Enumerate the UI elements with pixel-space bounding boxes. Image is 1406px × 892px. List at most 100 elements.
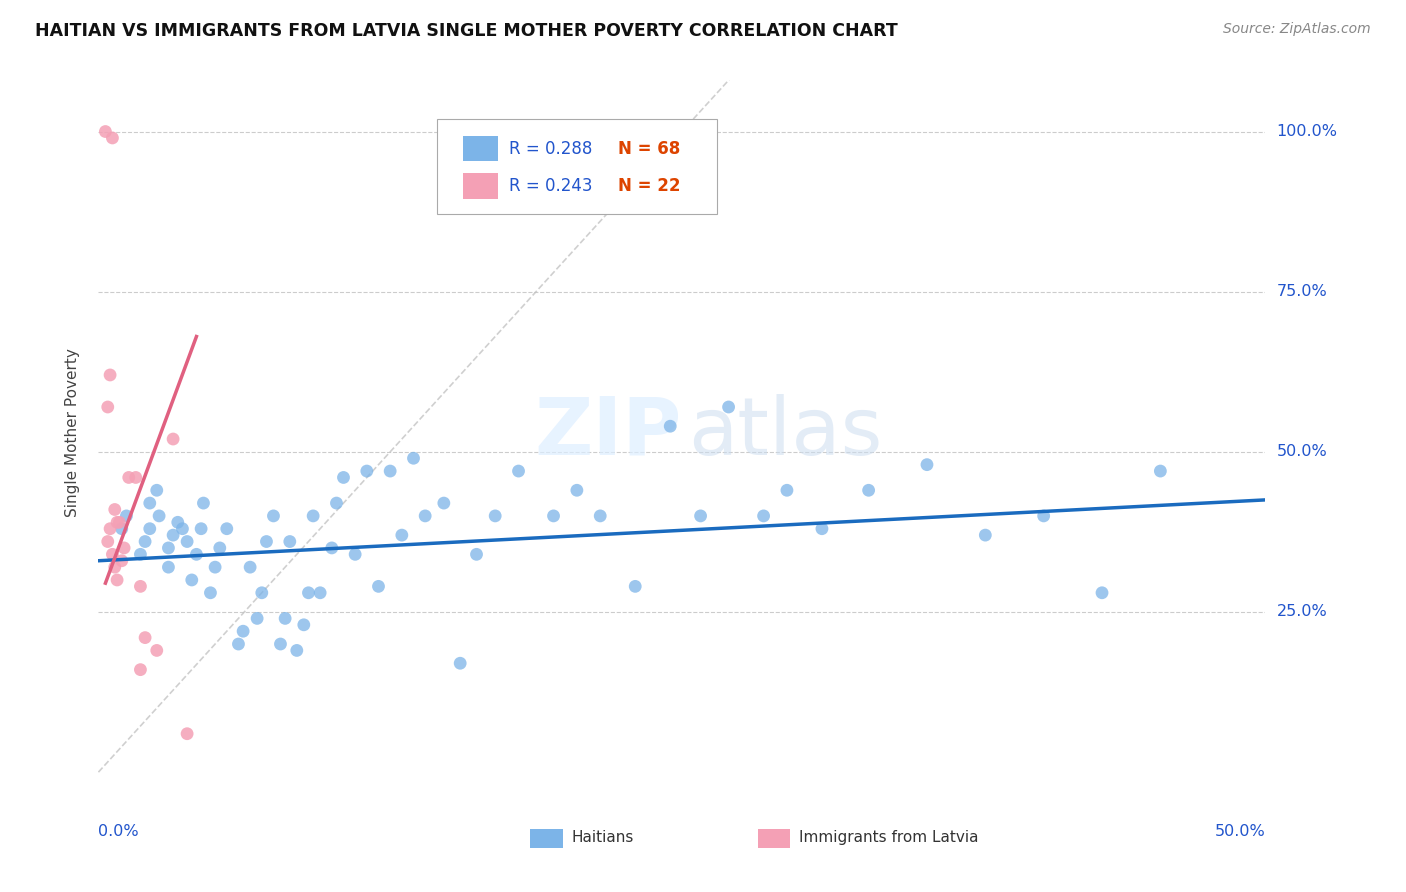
- Text: 100.0%: 100.0%: [1277, 124, 1337, 139]
- Point: [176, 534, 198, 549]
- Text: 50.0%: 50.0%: [1277, 444, 1327, 459]
- Point: [239, 560, 262, 574]
- Point: [134, 534, 156, 549]
- Point: [146, 643, 169, 657]
- Text: 25.0%: 25.0%: [1277, 605, 1327, 619]
- Point: [101, 547, 124, 561]
- Point: [139, 496, 162, 510]
- Point: [413, 508, 436, 523]
- Text: R = 0.288: R = 0.288: [509, 140, 592, 158]
- Point: [98, 522, 121, 536]
- Point: [915, 458, 938, 472]
- Point: [111, 522, 134, 536]
- Point: [139, 522, 162, 536]
- Point: [111, 554, 134, 568]
- Text: 0.0%: 0.0%: [98, 824, 139, 838]
- Point: [97, 534, 120, 549]
- Point: [689, 508, 711, 523]
- Point: [1149, 464, 1171, 478]
- Text: HAITIAN VS IMMIGRANTS FROM LATVIA SINGLE MOTHER POVERTY CORRELATION CHART: HAITIAN VS IMMIGRANTS FROM LATVIA SINGLE…: [35, 22, 898, 40]
- Point: [162, 432, 184, 446]
- Point: [112, 541, 135, 555]
- Text: ZIP: ZIP: [534, 393, 682, 472]
- Point: [325, 496, 347, 510]
- Point: [811, 522, 834, 536]
- Point: [157, 541, 180, 555]
- Point: [232, 624, 254, 639]
- Point: [752, 508, 775, 523]
- Point: [543, 508, 565, 523]
- Point: [285, 643, 308, 657]
- Point: [278, 534, 301, 549]
- Point: [108, 516, 131, 530]
- Text: atlas: atlas: [688, 393, 882, 472]
- Point: [157, 560, 180, 574]
- Point: [321, 541, 343, 555]
- Point: [180, 573, 202, 587]
- Y-axis label: Single Mother Poverty: Single Mother Poverty: [65, 348, 80, 517]
- Point: [146, 483, 169, 498]
- Point: [125, 470, 148, 484]
- Point: [402, 451, 425, 466]
- Point: [166, 516, 188, 530]
- Point: [367, 579, 389, 593]
- Point: [115, 508, 138, 523]
- Text: R = 0.243: R = 0.243: [509, 177, 593, 195]
- Point: [94, 124, 117, 138]
- Point: [105, 573, 128, 587]
- Text: 75.0%: 75.0%: [1277, 285, 1327, 299]
- Point: [129, 663, 152, 677]
- Point: [250, 586, 273, 600]
- Point: [186, 547, 208, 561]
- Point: [204, 560, 226, 574]
- Point: [449, 657, 471, 671]
- Point: [97, 400, 120, 414]
- Point: [176, 727, 198, 741]
- FancyBboxPatch shape: [463, 136, 498, 161]
- Point: [118, 470, 141, 484]
- Point: [565, 483, 588, 498]
- Point: [228, 637, 250, 651]
- Point: [172, 522, 194, 536]
- Point: [246, 611, 269, 625]
- Point: [356, 464, 378, 478]
- Text: Immigrants from Latvia: Immigrants from Latvia: [799, 830, 979, 846]
- Point: [101, 131, 124, 145]
- Point: [148, 508, 170, 523]
- Point: [589, 508, 612, 523]
- Point: [256, 534, 278, 549]
- Point: [208, 541, 231, 555]
- Point: [974, 528, 997, 542]
- Point: [274, 611, 297, 625]
- Point: [215, 522, 238, 536]
- Point: [104, 502, 127, 516]
- FancyBboxPatch shape: [437, 119, 717, 214]
- FancyBboxPatch shape: [758, 829, 790, 848]
- Point: [344, 547, 367, 561]
- Point: [391, 528, 413, 542]
- Point: [717, 400, 740, 414]
- Point: [162, 528, 184, 542]
- Point: [465, 547, 488, 561]
- Point: [98, 368, 121, 382]
- Point: [190, 522, 212, 536]
- Point: [134, 631, 156, 645]
- Point: [1091, 586, 1114, 600]
- Text: Source: ZipAtlas.com: Source: ZipAtlas.com: [1223, 22, 1371, 37]
- Point: [105, 516, 128, 530]
- Point: [193, 496, 215, 510]
- Text: 50.0%: 50.0%: [1215, 824, 1265, 838]
- Point: [1032, 508, 1054, 523]
- Point: [269, 637, 291, 651]
- Point: [484, 508, 506, 523]
- Point: [129, 579, 152, 593]
- Point: [433, 496, 456, 510]
- Point: [508, 464, 530, 478]
- Point: [200, 586, 222, 600]
- Point: [624, 579, 647, 593]
- Text: N = 22: N = 22: [617, 177, 681, 195]
- Point: [104, 560, 127, 574]
- Point: [332, 470, 354, 484]
- Point: [292, 617, 315, 632]
- Point: [659, 419, 682, 434]
